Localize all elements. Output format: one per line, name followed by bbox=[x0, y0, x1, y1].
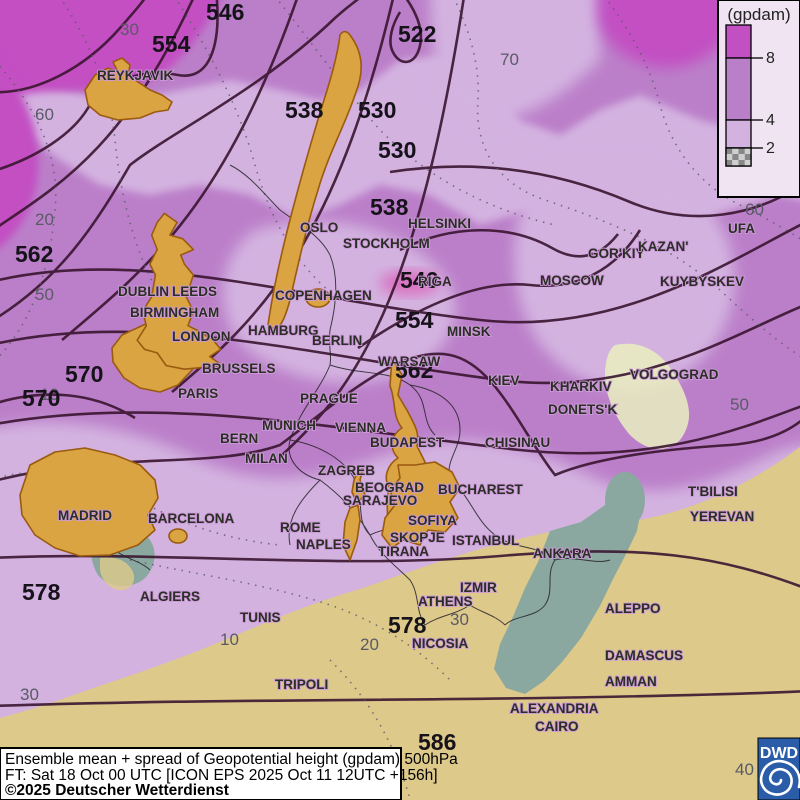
svg-text:ISTANBUL: ISTANBUL bbox=[452, 533, 519, 548]
svg-text:SKOPJE: SKOPJE bbox=[390, 530, 445, 545]
svg-text:538: 538 bbox=[370, 194, 409, 220]
svg-text:VOLGOGRAD: VOLGOGRAD bbox=[630, 367, 719, 382]
svg-text:BARCELONA: BARCELONA bbox=[148, 511, 234, 526]
svg-text:OSLO: OSLO bbox=[300, 220, 338, 235]
svg-text:©2025 Deutscher Wetterdienst: ©2025 Deutscher Wetterdienst bbox=[5, 782, 229, 799]
svg-text:ALEXANDRIA: ALEXANDRIA bbox=[510, 701, 599, 716]
svg-text:530: 530 bbox=[378, 137, 416, 163]
svg-text:NAPLES: NAPLES bbox=[296, 537, 351, 552]
svg-text:UFA: UFA bbox=[728, 221, 755, 236]
svg-text:RIGA: RIGA bbox=[418, 274, 452, 289]
svg-text:554: 554 bbox=[152, 31, 191, 57]
svg-text:40: 40 bbox=[735, 760, 754, 779]
svg-text:ANKARA: ANKARA bbox=[533, 546, 592, 561]
svg-text:ATHENS: ATHENS bbox=[418, 594, 473, 609]
svg-text:20: 20 bbox=[360, 635, 379, 654]
svg-text:HELSINKI: HELSINKI bbox=[408, 216, 471, 231]
svg-text:8: 8 bbox=[766, 50, 775, 67]
svg-text:KIEV: KIEV bbox=[488, 373, 520, 388]
svg-text:4: 4 bbox=[766, 112, 775, 129]
svg-text:TIRANA: TIRANA bbox=[378, 544, 429, 559]
svg-text:KAZAN': KAZAN' bbox=[638, 239, 688, 254]
svg-text:COPENHAGEN: COPENHAGEN bbox=[275, 288, 372, 303]
svg-text:(gpdam): (gpdam) bbox=[727, 5, 790, 24]
svg-text:MILAN: MILAN bbox=[245, 451, 288, 466]
svg-text:50: 50 bbox=[35, 285, 54, 304]
svg-text:538: 538 bbox=[285, 97, 324, 123]
svg-text:562: 562 bbox=[15, 241, 53, 267]
svg-text:MADRID: MADRID bbox=[58, 508, 112, 523]
svg-text:50: 50 bbox=[730, 395, 749, 414]
svg-text:70: 70 bbox=[500, 50, 519, 69]
svg-text:BRUSSELS: BRUSSELS bbox=[202, 361, 276, 376]
svg-text:BUDAPEST: BUDAPEST bbox=[370, 435, 445, 450]
svg-text:DAMASCUS: DAMASCUS bbox=[605, 648, 683, 663]
svg-text:PRAGUE: PRAGUE bbox=[300, 391, 358, 406]
svg-text:AMMAN: AMMAN bbox=[605, 674, 657, 689]
svg-text:10: 10 bbox=[220, 630, 239, 649]
svg-text:Ensemble mean + spread of Geop: Ensemble mean + spread of Geopotential h… bbox=[5, 751, 458, 768]
svg-text:570: 570 bbox=[22, 385, 60, 411]
svg-text:CAIRO: CAIRO bbox=[535, 719, 579, 734]
svg-text:30: 30 bbox=[20, 685, 39, 704]
svg-text:T'BILISI: T'BILISI bbox=[688, 484, 738, 499]
svg-text:KUYBYSKEV: KUYBYSKEV bbox=[660, 274, 744, 289]
svg-text:2: 2 bbox=[766, 140, 775, 157]
svg-text:BIRMINGHAM: BIRMINGHAM bbox=[130, 305, 219, 320]
svg-text:BERN: BERN bbox=[220, 431, 258, 446]
svg-text:MINSK: MINSK bbox=[447, 324, 491, 339]
svg-text:IZMIR: IZMIR bbox=[460, 580, 497, 595]
svg-text:ALGIERS: ALGIERS bbox=[140, 589, 200, 604]
svg-text:BUCHAREST: BUCHAREST bbox=[438, 482, 524, 497]
svg-text:GOR'KIY: GOR'KIY bbox=[588, 246, 644, 261]
svg-text:20: 20 bbox=[35, 210, 54, 229]
svg-text:LONDON: LONDON bbox=[172, 329, 231, 344]
svg-text:60: 60 bbox=[35, 105, 54, 124]
svg-text:SOFIYA: SOFIYA bbox=[408, 513, 457, 528]
svg-text:570: 570 bbox=[65, 361, 103, 387]
svg-text:60: 60 bbox=[745, 200, 764, 219]
svg-text:522: 522 bbox=[398, 21, 436, 47]
svg-text:PARIS: PARIS bbox=[178, 386, 218, 401]
svg-text:554: 554 bbox=[395, 307, 434, 333]
svg-text:HAMBURG: HAMBURG bbox=[248, 323, 319, 338]
svg-text:REYKJAVIK: REYKJAVIK bbox=[97, 68, 174, 83]
svg-text:WARSAW: WARSAW bbox=[378, 354, 441, 369]
svg-text:MOSCOW: MOSCOW bbox=[540, 273, 604, 288]
svg-text:KHARKIV: KHARKIV bbox=[550, 379, 612, 394]
svg-text:ROME: ROME bbox=[280, 520, 321, 535]
svg-text:DONETS'K: DONETS'K bbox=[548, 402, 617, 417]
svg-text:TUNIS: TUNIS bbox=[240, 610, 281, 625]
svg-text:NICOSIA: NICOSIA bbox=[412, 636, 469, 651]
svg-text:530: 530 bbox=[358, 97, 396, 123]
svg-text:578: 578 bbox=[388, 612, 427, 638]
svg-text:ALEPPO: ALEPPO bbox=[605, 601, 661, 616]
svg-text:VIENNA: VIENNA bbox=[335, 420, 386, 435]
svg-text:DWD: DWD bbox=[760, 745, 798, 762]
svg-text:LEEDS: LEEDS bbox=[172, 284, 217, 299]
svg-text:STOCKHOLM: STOCKHOLM bbox=[343, 236, 430, 251]
svg-text:MUNICH: MUNICH bbox=[262, 418, 316, 433]
svg-text:CHISINAU: CHISINAU bbox=[485, 435, 550, 450]
svg-text:578: 578 bbox=[22, 579, 61, 605]
svg-text:DUBLIN: DUBLIN bbox=[118, 284, 169, 299]
svg-text:30: 30 bbox=[120, 20, 139, 39]
svg-text:YEREVAN: YEREVAN bbox=[690, 509, 754, 524]
svg-text:TRIPOLI: TRIPOLI bbox=[275, 677, 328, 692]
svg-text:ZAGREB: ZAGREB bbox=[318, 463, 375, 478]
svg-text:BERLIN: BERLIN bbox=[312, 333, 362, 348]
svg-text:546: 546 bbox=[206, 0, 244, 25]
svg-text:SARAJEVO: SARAJEVO bbox=[343, 493, 417, 508]
